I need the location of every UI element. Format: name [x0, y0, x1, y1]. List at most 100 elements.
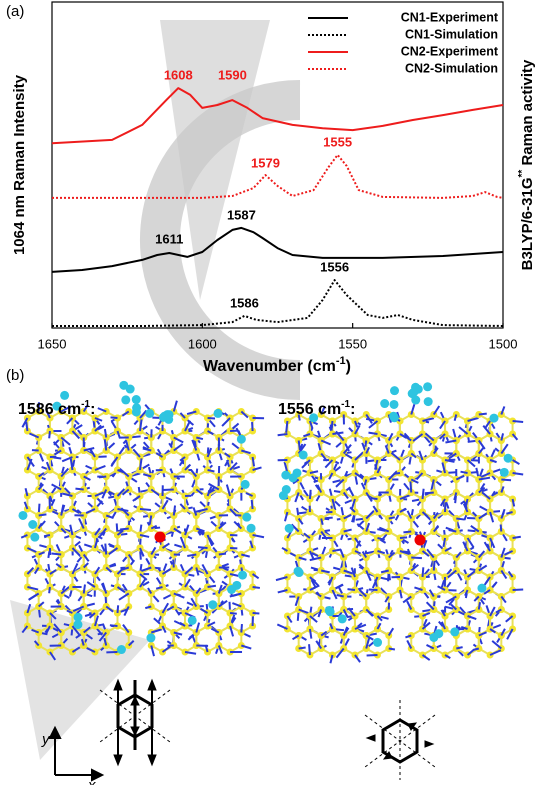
mode-end: :	[90, 401, 95, 418]
series-line	[52, 228, 503, 272]
displacement	[198, 547, 208, 548]
displacement	[278, 434, 288, 435]
displacement	[309, 644, 310, 655]
peak-label: 1586	[230, 295, 259, 310]
displacement	[26, 422, 27, 431]
displacement	[365, 441, 366, 447]
mode-text: 1556 cm	[278, 401, 341, 418]
mode-text: 1586 cm	[18, 401, 81, 418]
hydrogen	[145, 409, 154, 418]
hydrogen	[424, 397, 433, 406]
displacement	[310, 490, 311, 499]
series-line	[52, 280, 503, 326]
displacement	[140, 509, 151, 510]
hydrogen	[237, 435, 246, 444]
displacement	[120, 529, 129, 530]
displacement	[44, 535, 50, 536]
displacement	[208, 470, 215, 471]
displacement	[208, 586, 216, 587]
hydrogen	[389, 412, 398, 421]
center-marker	[155, 532, 166, 543]
displacement	[479, 602, 480, 609]
hydrogen	[288, 473, 297, 482]
hydrogen	[429, 633, 438, 642]
displacement	[368, 433, 377, 434]
hydrogen	[238, 571, 247, 580]
displacement	[427, 602, 434, 609]
y2-label-sup: **	[517, 170, 528, 178]
hydrogen	[28, 520, 37, 529]
x-label-sup: -1	[336, 355, 346, 367]
hydrogen	[282, 485, 291, 494]
bond	[456, 629, 479, 655]
x-tick-label: 1650	[38, 336, 67, 351]
hydrogen	[500, 468, 509, 477]
displacement	[479, 414, 487, 415]
hydrogen	[30, 533, 39, 542]
displacement	[39, 514, 47, 515]
hydrogen	[126, 385, 135, 394]
displacement	[466, 499, 467, 505]
y2-axis-label: B3LYP/6-31G** Raman activity	[517, 59, 536, 270]
mode-schematic	[100, 680, 435, 780]
displacement	[394, 473, 400, 474]
displacement	[99, 477, 106, 478]
displacement	[219, 554, 226, 555]
displacement	[501, 480, 511, 481]
displacement	[222, 418, 230, 426]
displacement	[347, 589, 354, 590]
hydrogen	[380, 399, 389, 408]
center-marker	[415, 535, 426, 546]
displacement	[110, 625, 118, 626]
x-axis-label: Wavenumber (cm-1)	[203, 355, 351, 375]
hydrogen	[409, 388, 418, 397]
mode-end: :	[350, 401, 355, 418]
y2-label-text: B3LYP/6-31G	[519, 178, 536, 271]
hydrogen	[338, 614, 347, 623]
figure: (a) 1064 nm Raman Intensity B3LYP/6-31G*…	[0, 0, 542, 785]
molecule	[18, 381, 264, 660]
axis-x-label: x	[87, 777, 96, 785]
displacement	[461, 472, 468, 473]
peak-label: 1556	[320, 259, 349, 274]
hydrogen	[74, 613, 83, 622]
hydrogen	[390, 386, 399, 395]
bond	[411, 629, 434, 655]
displacement	[456, 647, 462, 648]
hydrogen	[489, 414, 498, 423]
displacement	[434, 561, 435, 571]
axes-indicator	[50, 728, 102, 780]
hydrogen	[188, 616, 197, 625]
displacement	[173, 560, 174, 568]
hydrogen	[242, 513, 251, 522]
hydrogen	[423, 382, 432, 391]
displacement	[75, 489, 83, 490]
peak-label: 1611	[155, 231, 183, 246]
displacement	[459, 427, 468, 434]
displacement	[241, 624, 242, 632]
displacement	[163, 490, 174, 491]
displacement	[332, 421, 333, 429]
displacement	[299, 647, 306, 648]
hydrogen	[390, 400, 399, 409]
hydrogen	[213, 409, 222, 418]
hydrogen	[326, 607, 335, 616]
legend-label: CN2-Simulation	[405, 61, 498, 75]
displacement	[423, 489, 424, 499]
peak-label: 1555	[323, 134, 352, 149]
displacement	[389, 517, 395, 518]
legend-label: CN1-Simulation	[405, 27, 498, 41]
legend-label: CN2-Experiment	[401, 44, 499, 58]
hydrogen	[285, 524, 294, 533]
x-tick-label: 1550	[338, 336, 367, 351]
panel-label: (b)	[6, 367, 24, 384]
hydrogen	[146, 633, 155, 642]
hydrogen	[450, 627, 459, 636]
displacement	[367, 655, 378, 656]
y-axis-label: 1064 nm Raman Intensity	[11, 74, 28, 255]
peak-label: 1587	[227, 207, 256, 222]
atom	[249, 493, 256, 500]
displacement	[49, 431, 50, 438]
displacement	[84, 585, 85, 594]
peak-label: 1608	[164, 67, 193, 82]
